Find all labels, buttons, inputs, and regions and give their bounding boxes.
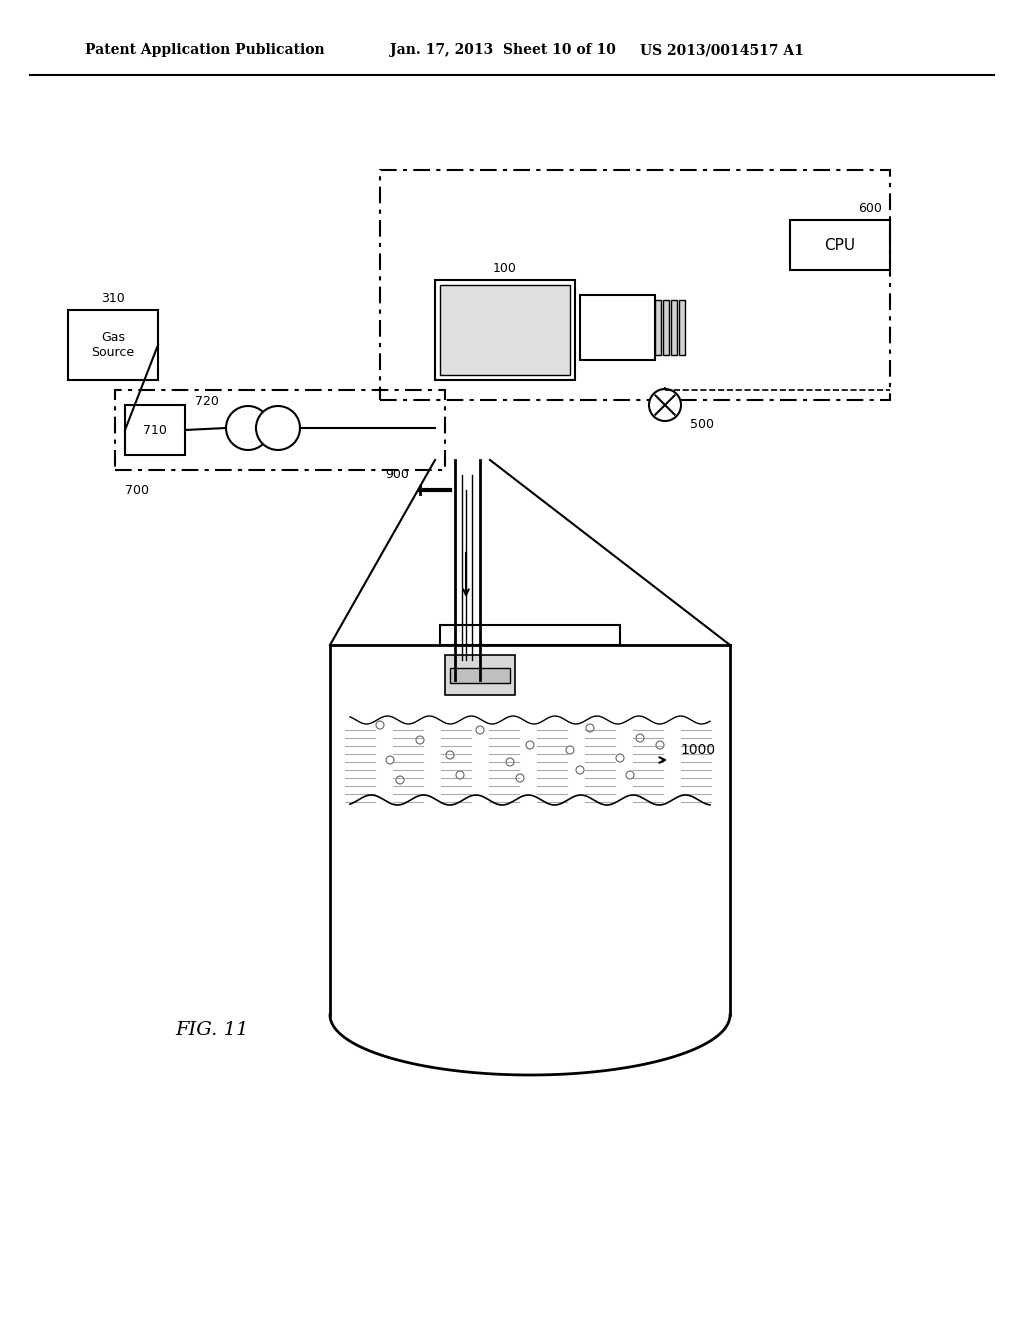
Bar [671,300,677,355]
Bar [663,300,669,355]
Bar [68,310,158,380]
Bar [580,294,655,360]
Circle shape [649,389,681,421]
Bar [115,389,445,470]
Text: 500: 500 [690,418,714,432]
Text: Jan. 17, 2013  Sheet 10 of 10: Jan. 17, 2013 Sheet 10 of 10 [390,44,615,57]
Bar [790,220,890,271]
Text: CPU: CPU [824,238,856,252]
Bar [655,300,662,355]
Text: Gas
Source: Gas Source [91,331,134,359]
Text: 1000: 1000 [680,743,715,756]
Text: 100: 100 [494,261,517,275]
Bar [679,300,685,355]
Text: FIG. 11: FIG. 11 [175,1020,249,1039]
Text: Patent Application Publication: Patent Application Publication [85,44,325,57]
Text: 700: 700 [125,483,150,496]
Text: 720: 720 [195,395,219,408]
Bar [125,405,185,455]
Bar [435,280,575,380]
Bar [440,285,570,375]
Text: 310: 310 [101,292,125,305]
Bar [445,655,515,696]
Bar [450,668,510,682]
Text: 600: 600 [858,202,882,215]
Circle shape [256,407,300,450]
Text: 710: 710 [143,424,167,437]
Circle shape [226,407,270,450]
Text: US 2013/0014517 A1: US 2013/0014517 A1 [640,44,804,57]
Bar [380,170,890,400]
Bar [440,624,620,645]
Text: 900: 900 [385,469,409,480]
